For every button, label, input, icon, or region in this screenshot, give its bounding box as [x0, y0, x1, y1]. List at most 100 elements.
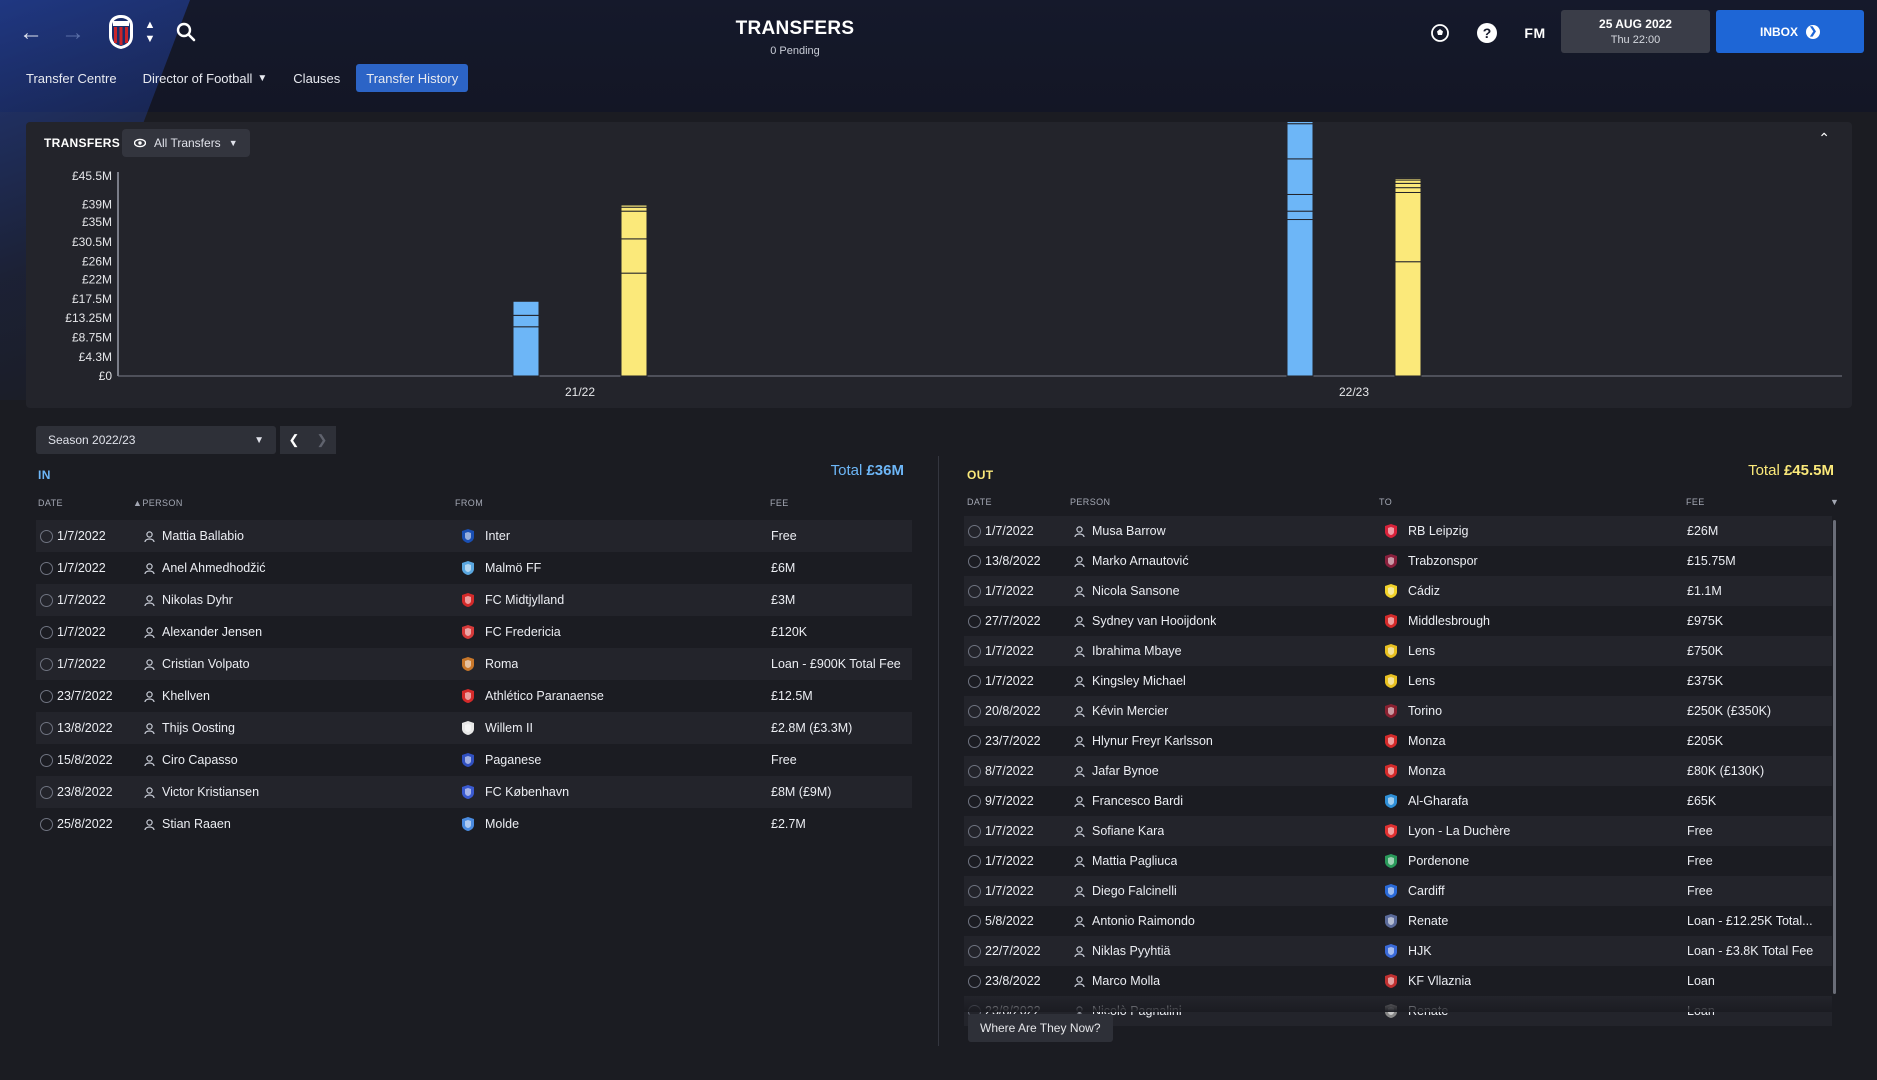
back-arrow-icon[interactable]: ←: [19, 19, 43, 46]
table-row[interactable]: 1/7/2022 Sofiane Kara Lyon - La Duchère Fre…: [964, 816, 1832, 846]
out-col-fee[interactable]: FEE: [1686, 497, 1705, 507]
club-name[interactable]: Inter: [460, 528, 510, 544]
person-name[interactable]: Mattia Pagliuca: [1074, 854, 1177, 868]
person-name[interactable]: Ciro Capasso: [144, 753, 238, 767]
person-name[interactable]: Marco Molla: [1074, 974, 1160, 988]
person-name[interactable]: Kévin Mercier: [1074, 704, 1168, 718]
club-name[interactable]: Renate: [1383, 913, 1448, 929]
date-display[interactable]: 25 AUG 2022 Thu 22:00: [1561, 10, 1710, 53]
tab-clauses[interactable]: Clauses: [293, 70, 341, 86]
season-dropdown[interactable]: Season 2022/23 ▼: [36, 426, 276, 454]
club-name[interactable]: Al-Gharafa: [1383, 793, 1468, 809]
in-col-from[interactable]: FROM: [455, 498, 484, 508]
person-name[interactable]: Nikolas Dyhr: [144, 593, 233, 607]
person-name[interactable]: Sofiane Kara: [1074, 824, 1164, 838]
person-name[interactable]: Victor Kristiansen: [144, 785, 259, 799]
tab-transfer-history[interactable]: Transfer History: [356, 64, 469, 92]
chevron-up-icon[interactable]: ▲: [144, 19, 156, 31]
person-name[interactable]: Ibrahima Mbaye: [1074, 644, 1182, 658]
table-row[interactable]: 1/7/2022 Alexander Jensen FC Fredericia £12…: [36, 616, 912, 648]
person-name[interactable]: Thijs Oosting: [144, 721, 235, 735]
club-name[interactable]: Lyon - La Duchère: [1383, 823, 1510, 839]
next-season-button[interactable]: ❯: [308, 426, 336, 454]
where-are-they-now-button[interactable]: Where Are They Now?: [968, 1014, 1113, 1042]
out-col-person[interactable]: PERSON: [1070, 497, 1111, 507]
person-name[interactable]: Anel Ahmedhodžić: [144, 561, 266, 575]
person-name[interactable]: Stian Raaen: [144, 817, 231, 831]
club-name[interactable]: Trabzonspor: [1383, 553, 1478, 569]
club-name[interactable]: HJK: [1383, 943, 1432, 959]
fm-logo[interactable]: FM: [1524, 25, 1546, 41]
person-name[interactable]: Cristian Volpato: [144, 657, 250, 671]
club-name[interactable]: FC Midtjylland: [460, 592, 564, 608]
table-row[interactable]: 1/7/2022 Musa Barrow RB Leipzig £26M: [964, 516, 1832, 546]
table-row[interactable]: 8/7/2022 Jafar Bynoe Monza £80K (£130K): [964, 756, 1832, 786]
person-name[interactable]: Diego Falcinelli: [1074, 884, 1177, 898]
person-name[interactable]: Marko Arnautović: [1074, 554, 1189, 568]
club-name[interactable]: Pordenone: [1383, 853, 1469, 869]
table-row[interactable]: 22/7/2022 Niklas Pyyhtiä HJK Loan - £3.8K T…: [964, 936, 1832, 966]
club-switch-arrows[interactable]: ▲ ▼: [142, 18, 158, 48]
table-row[interactable]: 23/8/2022 Marco Molla KF Vllaznia Loan: [964, 966, 1832, 996]
person-name[interactable]: Alexander Jensen: [144, 625, 262, 639]
table-row[interactable]: 23/7/2022 Khellven Athlético Paranaense £12…: [36, 680, 912, 712]
person-name[interactable]: Sydney van Hooijdonk: [1074, 614, 1216, 628]
tab-transfer-centre[interactable]: Transfer Centre: [26, 70, 117, 86]
sort-down-icon[interactable]: ▼: [1830, 497, 1840, 507]
club-name[interactable]: Cardiff: [1383, 883, 1445, 899]
table-row[interactable]: 1/7/2022 Kingsley Michael Lens £375K: [964, 666, 1832, 696]
club-name[interactable]: Lens: [1383, 673, 1435, 689]
transfer-filter-dropdown[interactable]: All Transfers ▼: [122, 129, 250, 157]
table-row[interactable]: 1/7/2022 Anel Ahmedhodžić Malmö FF £6M: [36, 552, 912, 584]
club-name[interactable]: Lens: [1383, 643, 1435, 659]
inbox-button[interactable]: INBOX ❯: [1716, 10, 1864, 53]
in-col-fee[interactable]: FEE: [770, 498, 789, 508]
collapse-chevron-icon[interactable]: ⌃: [1818, 130, 1830, 146]
club-name[interactable]: Monza: [1383, 733, 1446, 749]
table-row[interactable]: 23/7/2022 Hlynur Freyr Karlsson Monza £205K: [964, 726, 1832, 756]
table-row[interactable]: 1/7/2022 Cristian Volpato Roma Loan - £900K…: [36, 648, 912, 680]
table-row[interactable]: 15/8/2022 Ciro Capasso Paganese Free: [36, 744, 912, 776]
forward-arrow-icon[interactable]: →: [61, 19, 85, 46]
table-row[interactable]: 20/8/2022 Kévin Mercier Torino £250K (£350K…: [964, 696, 1832, 726]
person-name[interactable]: Kingsley Michael: [1074, 674, 1186, 688]
table-row[interactable]: 13/8/2022 Marko Arnautović Trabzonspor £15.…: [964, 546, 1832, 576]
club-name[interactable]: Willem II: [460, 720, 533, 736]
help-icon[interactable]: ?: [1474, 20, 1500, 46]
table-row[interactable]: 1/7/2022 Ibrahima Mbaye Lens £750K: [964, 636, 1832, 666]
club-name[interactable]: Paganese: [460, 752, 541, 768]
person-name[interactable]: Jafar Bynoe: [1074, 764, 1159, 778]
person-name[interactable]: Niklas Pyyhtiä: [1074, 944, 1171, 958]
club-name[interactable]: Roma: [460, 656, 518, 672]
table-row[interactable]: 9/7/2022 Francesco Bardi Al-Gharafa £65K: [964, 786, 1832, 816]
club-name[interactable]: Monza: [1383, 763, 1446, 779]
club-crest-icon[interactable]: [108, 14, 134, 50]
club-name[interactable]: Torino: [1383, 703, 1442, 719]
football-icon[interactable]: [1427, 20, 1453, 46]
in-col-date[interactable]: DATE: [38, 498, 63, 508]
table-row[interactable]: 1/7/2022 Diego Falcinelli Cardiff Free: [964, 876, 1832, 906]
person-name[interactable]: Musa Barrow: [1074, 524, 1166, 538]
out-list-scrollbar[interactable]: [1833, 520, 1836, 994]
table-row[interactable]: 25/8/2022 Stian Raaen Molde £2.7M: [36, 808, 912, 840]
table-row[interactable]: 27/7/2022 Sydney van Hooijdonk Middlesbrou…: [964, 606, 1832, 636]
out-col-date[interactable]: DATE: [967, 497, 992, 507]
club-name[interactable]: FC København: [460, 784, 569, 800]
person-name[interactable]: Khellven: [144, 689, 210, 703]
table-row[interactable]: 1/7/2022 Mattia Ballabio Inter Free: [36, 520, 912, 552]
club-name[interactable]: Middlesbrough: [1383, 613, 1490, 629]
tab-director-of-football[interactable]: Director of Football ▼: [142, 70, 268, 86]
person-name[interactable]: Mattia Ballabio: [144, 529, 244, 543]
table-row[interactable]: 1/7/2022 Nicola Sansone Cádiz £1.1M: [964, 576, 1832, 606]
club-name[interactable]: Cádiz: [1383, 583, 1440, 599]
table-row[interactable]: 1/7/2022 Nikolas Dyhr FC Midtjylland £3M: [36, 584, 912, 616]
table-row[interactable]: 23/8/2022 Victor Kristiansen FC København £…: [36, 776, 912, 808]
club-name[interactable]: Malmö FF: [460, 560, 541, 576]
person-name[interactable]: Nicola Sansone: [1074, 584, 1180, 598]
table-row[interactable]: 1/7/2022 Mattia Pagliuca Pordenone Free: [964, 846, 1832, 876]
person-name[interactable]: Francesco Bardi: [1074, 794, 1183, 808]
club-name[interactable]: RB Leipzig: [1383, 523, 1468, 539]
search-icon[interactable]: [174, 20, 198, 44]
in-col-person[interactable]: ▲PERSON: [133, 498, 183, 508]
club-name[interactable]: Molde: [460, 816, 519, 832]
